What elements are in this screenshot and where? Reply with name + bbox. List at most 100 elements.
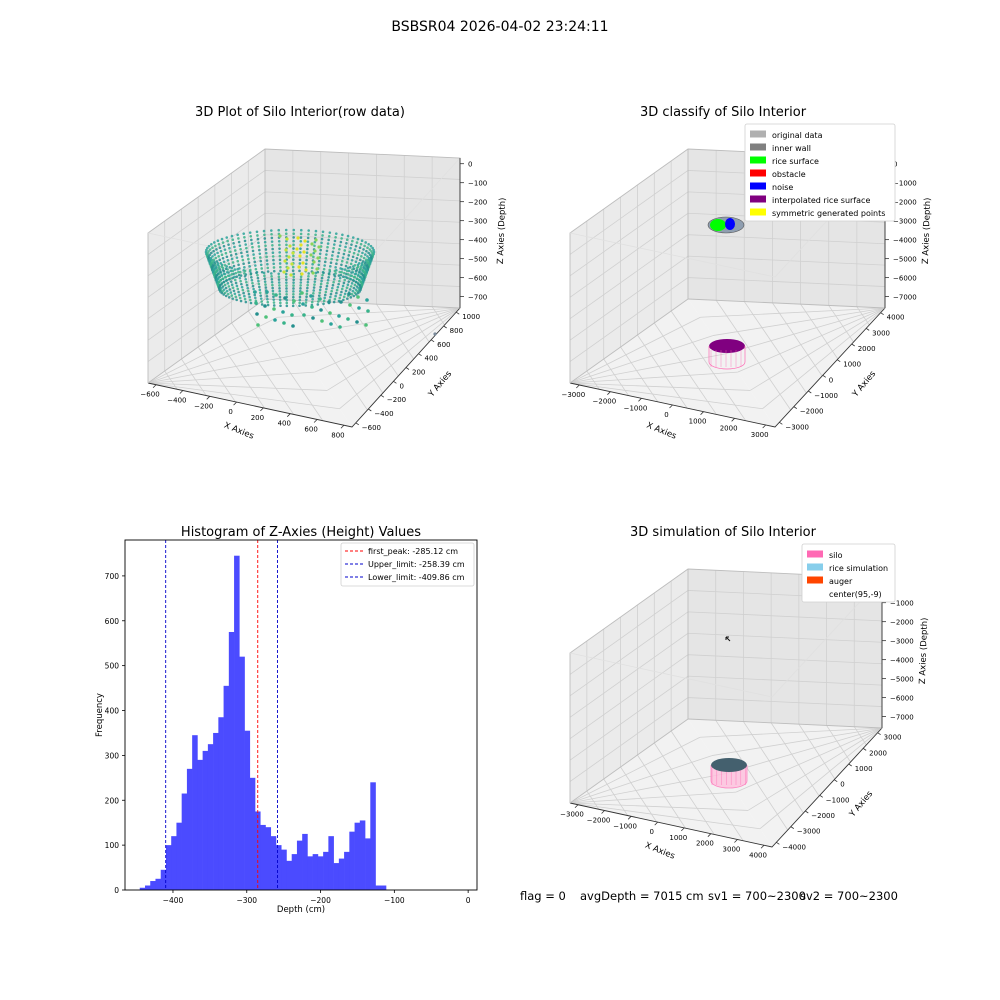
grid-line (569, 802, 749, 811)
raw-point (433, 332, 437, 336)
histogram-bar (281, 849, 287, 890)
raw-point (254, 301, 258, 305)
raw-point (234, 271, 238, 275)
raw-point (291, 269, 295, 273)
raw-point (284, 272, 288, 276)
raw-point (332, 277, 336, 281)
raw-point (253, 290, 257, 294)
axis-line-front (569, 727, 883, 848)
raw-point (307, 275, 310, 278)
grid-line (770, 722, 820, 797)
raw-point (226, 292, 230, 296)
raw-point (271, 255, 275, 258)
grid-line (403, 305, 430, 343)
raw-point (292, 247, 295, 250)
z-tick-label: −6000 (893, 275, 917, 283)
raw-point (282, 270, 286, 274)
raw-point (219, 249, 223, 253)
raw-point (298, 262, 302, 265)
z-axis-label: Z Axies (Depth) (921, 197, 933, 264)
back-pane-right (688, 569, 882, 728)
raw-point (353, 263, 357, 267)
raw-point (325, 284, 329, 288)
raw-point (332, 280, 335, 284)
raw-point (339, 267, 342, 270)
raw-point (305, 292, 309, 296)
footer-avg-depth: avgDepth = 7015 cm (580, 889, 704, 903)
raw-point (220, 265, 224, 269)
raw-point (231, 269, 235, 273)
raw-point (230, 234, 234, 238)
raw-point (270, 236, 274, 240)
raw-point (241, 258, 245, 262)
raw-point (226, 282, 230, 285)
raw-point (361, 278, 365, 282)
raw-point (232, 289, 236, 293)
raw-point (217, 267, 221, 270)
grid-line (637, 334, 688, 409)
raw-point (286, 266, 290, 270)
raw-point (298, 301, 301, 305)
raw-point (304, 262, 308, 266)
raw-point (365, 298, 369, 302)
raw-point (292, 258, 295, 261)
histogram-bar (139, 887, 146, 890)
raw-point (258, 252, 262, 256)
raw-point (300, 272, 304, 276)
raw-point (210, 260, 214, 263)
legend-swatch (807, 563, 823, 571)
raw-point (260, 303, 264, 306)
raw-point (351, 270, 355, 274)
raw-point (299, 275, 303, 279)
raw-point (299, 251, 302, 254)
raw-point (230, 266, 234, 270)
raw-point (256, 276, 260, 280)
raw-point (346, 273, 350, 276)
raw-point (257, 282, 261, 286)
legend-label: obstacle (772, 170, 806, 179)
raw-point (245, 250, 249, 254)
grid-line (670, 730, 744, 841)
grid-line (712, 307, 886, 336)
raw-point (363, 261, 367, 265)
raw-point (332, 273, 336, 276)
raw-point (334, 235, 337, 239)
raw-point (219, 261, 223, 265)
x-tick-label: 0 (466, 896, 471, 905)
raw-point (341, 256, 345, 259)
y-tick (443, 325, 447, 329)
raw-point (215, 248, 218, 251)
y-tick-label: −3000 (785, 423, 809, 431)
raw-point (292, 284, 295, 287)
raw-point (224, 294, 228, 298)
y-tick-label: −2000 (800, 408, 824, 416)
raw-point (350, 282, 354, 285)
y-tick (355, 422, 359, 426)
grid-line (569, 382, 763, 410)
raw-point (207, 250, 210, 253)
raw-point (320, 279, 323, 283)
raw-point (238, 244, 242, 247)
raw-point (366, 246, 369, 250)
raw-point (235, 256, 239, 259)
raw-point (279, 265, 282, 269)
raw-point (277, 228, 281, 232)
raw-point (233, 278, 237, 282)
grid-line (181, 358, 207, 396)
raw-point (362, 275, 366, 279)
raw-point (362, 256, 366, 260)
z-axis-label: Z Axies (Depth) (918, 617, 930, 684)
y-tick-label: 200 (412, 369, 425, 377)
raw-point (349, 296, 353, 299)
raw-point (266, 262, 269, 266)
z-tick-label: −3000 (890, 638, 914, 646)
raw-point (292, 299, 296, 303)
y-tick (418, 353, 422, 356)
z-tick-label: −5000 (893, 256, 917, 264)
y-tick (877, 732, 881, 736)
raw-point (342, 295, 346, 299)
x-tick-label: −400 (167, 397, 186, 405)
plot-title: Histogram of Z-Axies (Height) Values (181, 525, 421, 540)
x-axis-label: X Axies (645, 421, 678, 442)
histogram-bar (344, 851, 350, 890)
